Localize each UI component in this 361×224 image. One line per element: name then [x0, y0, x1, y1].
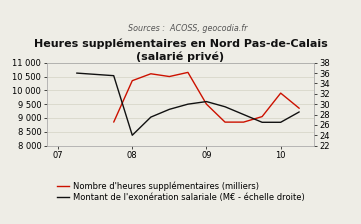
- Title: Heures supplémentaires en Nord Pas-de-Calais
(salarié privé): Heures supplémentaires en Nord Pas-de-Ca…: [34, 38, 327, 62]
- Legend: Nombre d'heures supplémentaires (milliers), Montant de l'exonération salariale (: Nombre d'heures supplémentaires (millier…: [57, 181, 304, 202]
- Text: Sources :  ACOSS, geocodia.fr: Sources : ACOSS, geocodia.fr: [128, 24, 247, 32]
